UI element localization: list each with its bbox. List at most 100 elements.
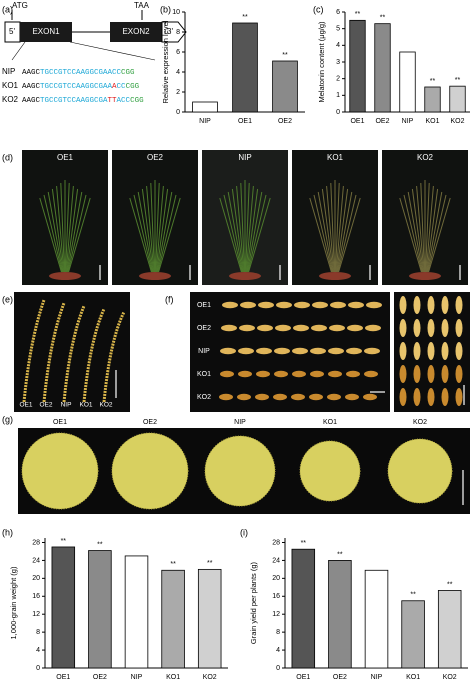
plant-label: KO2 <box>417 153 434 162</box>
panicle-label: KO1 <box>79 402 92 409</box>
sequence: AAGCTGCCGTCCAAGGCGAAACCCGG <box>22 83 140 91</box>
plant-stem <box>425 182 430 273</box>
x-tick-label: KO2 <box>203 674 217 681</box>
seed <box>238 370 252 378</box>
x-tick-label: KO1 <box>166 674 180 681</box>
zoom-line <box>69 41 156 61</box>
sequence-part: ACC <box>117 97 131 105</box>
sequence-part: CGG <box>126 83 140 91</box>
seed <box>413 342 421 360</box>
bar <box>401 600 425 669</box>
seed <box>364 370 378 378</box>
bar <box>349 19 366 113</box>
plant-label: OE2 <box>147 153 164 162</box>
x-tick-label: OE2 <box>278 118 292 125</box>
grain-label: OE2 <box>143 419 157 426</box>
plant-stem <box>65 185 74 273</box>
significance: ** <box>455 77 461 84</box>
seed <box>222 301 238 309</box>
y-tick-label: 1 <box>336 92 340 99</box>
plant-stem <box>223 194 243 273</box>
plant-stem <box>336 188 349 273</box>
plant-stem <box>246 188 259 273</box>
plant-stem <box>407 191 424 273</box>
seed <box>427 365 435 383</box>
sequence-part: TGCCGTCCAAGGCGA <box>40 97 108 105</box>
plant-stem <box>399 197 422 273</box>
photo-panels: OE1 OE2 NIP KO1 KO2 OE1 OE2 NIP KO1 KO2 OE1 OE2 NIP K… <box>14 150 470 514</box>
seed <box>257 324 273 332</box>
plant-stem <box>150 182 155 273</box>
exon1-label: EXON1 <box>32 27 60 36</box>
plant-label: OE1 <box>57 153 74 162</box>
panel-label: (d) <box>2 152 13 162</box>
plant-stem <box>146 185 155 273</box>
x-tick-label: NIP <box>371 674 383 681</box>
plant-stem <box>313 194 333 273</box>
seed <box>441 296 449 314</box>
plant-stem <box>336 191 353 273</box>
y-tick-label: 8 <box>276 629 280 636</box>
seed <box>237 393 251 401</box>
panicle-label: OE2 <box>39 402 52 409</box>
bar-chart: 0 4 8 12 16 20 24 28 Grain yield per plants (g) O… <box>249 538 468 681</box>
seed <box>455 388 463 406</box>
plant-stem <box>330 182 335 273</box>
x-tick-label: OE1 <box>238 118 252 125</box>
plant-stem <box>411 188 424 273</box>
y-tick-label: 20 <box>272 575 280 582</box>
y-axis-label: Relative expression level <box>161 20 170 103</box>
x-tick-label: KO2 <box>443 674 457 681</box>
y-tick-label: 4 <box>176 69 180 76</box>
y-tick-label: 24 <box>272 557 280 564</box>
seed <box>413 365 421 383</box>
panicle <box>42 302 66 403</box>
panicle <box>62 305 86 403</box>
panicle-label: KO2 <box>99 402 112 409</box>
panel-label: (e) <box>2 294 13 304</box>
x-tick-label: OE2 <box>93 674 107 681</box>
seed <box>294 301 310 309</box>
y-axis-label: Grain yield per plants (g) <box>249 561 258 644</box>
panel-label: (g) <box>2 414 13 424</box>
y-tick-label: 8 <box>176 29 180 36</box>
plant-stem <box>129 197 152 273</box>
x-tick-label: KO1 <box>425 118 439 125</box>
bar <box>232 22 258 113</box>
seed <box>455 365 463 383</box>
seed <box>347 324 363 332</box>
sequence-part: TGCCGTCCAAGGCGAACC <box>40 69 122 77</box>
y-tick-label: 6 <box>176 49 180 56</box>
gene-diagram: ATG TAA 5' EXON1 EXON2 3' <box>4 1 187 61</box>
plant-stem <box>51 188 64 273</box>
stop-codon: TAA <box>134 1 150 10</box>
exon2-label: EXON2 <box>122 27 150 36</box>
grain-label: OE1 <box>53 419 67 426</box>
plant-stem <box>65 182 70 273</box>
seed-label: KO1 <box>197 371 211 378</box>
y-tick-label: 5 <box>336 26 340 33</box>
panicle <box>82 308 106 403</box>
plant-stem <box>326 185 335 273</box>
seed <box>274 370 288 378</box>
y-tick-label: 16 <box>32 593 40 600</box>
y-tick-label: 0 <box>336 109 340 116</box>
seed <box>441 388 449 406</box>
bar <box>399 51 416 113</box>
plant-stem <box>231 188 244 273</box>
y-tick-label: 0 <box>276 665 280 672</box>
seed <box>366 301 382 309</box>
plant-stem <box>335 185 344 273</box>
panel-label: (h) <box>2 527 13 537</box>
sequence-part: CC <box>117 83 127 91</box>
significance: ** <box>97 541 103 548</box>
bar <box>364 569 389 669</box>
zoom-line <box>11 41 26 61</box>
sequence: AAGCTGCCGTCCAAGGCGAACCCGG <box>22 69 135 77</box>
plant-stem <box>403 194 423 273</box>
bar <box>449 85 466 113</box>
plant-stem <box>155 182 160 273</box>
plant-stem <box>240 182 245 273</box>
grain-pile <box>204 435 276 507</box>
